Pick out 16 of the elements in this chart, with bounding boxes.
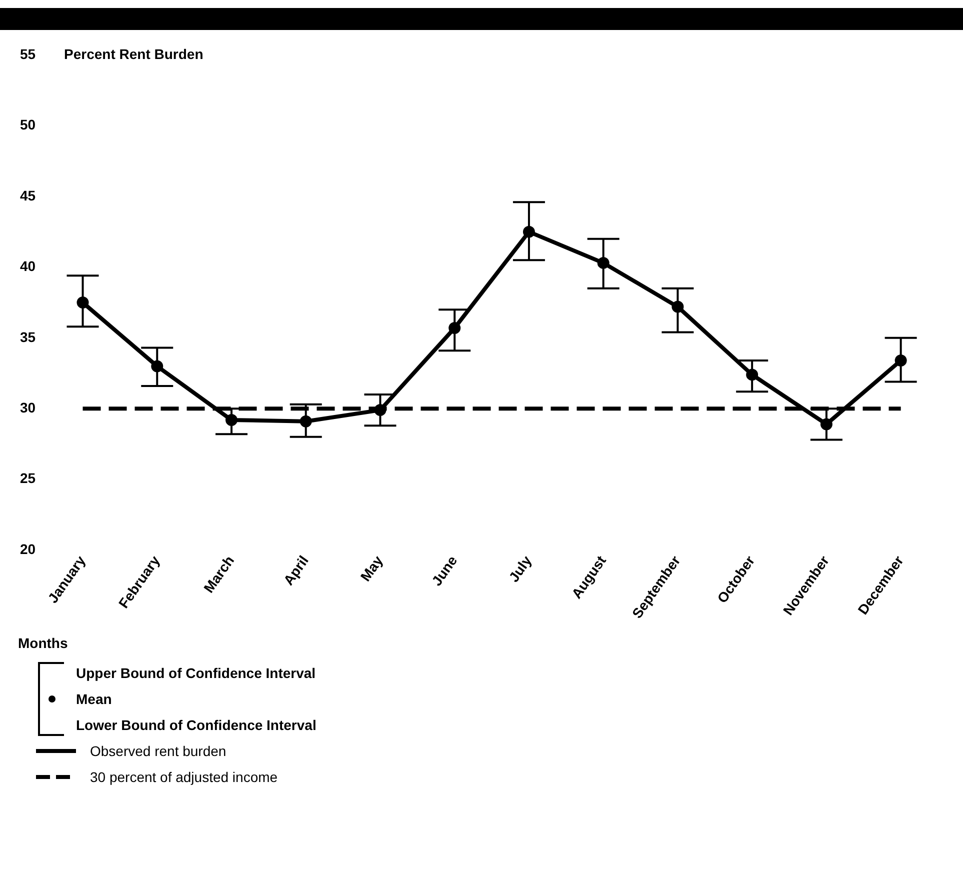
y-axis-title: Percent Rent Burden (64, 46, 204, 62)
y-tick-label: 30 (20, 399, 36, 416)
y-tick-label: 55 (20, 46, 36, 62)
y-tick-label: 40 (20, 258, 36, 274)
y-tick-label: 20 (20, 540, 36, 557)
y-tick-label: 35 (20, 328, 36, 345)
legend-label: Observed rent burden (90, 743, 226, 759)
text: Mean (76, 691, 112, 707)
point (522, 226, 535, 238)
text: Lower Bound of Confidence Interval (76, 717, 316, 733)
text: Upper Bound of Confidence Interval (76, 665, 316, 681)
y-tick-label: 45 (20, 187, 36, 204)
y-tick-label: 50 (20, 116, 36, 133)
y-tick-label: 25 (20, 470, 36, 486)
legend-label: 30 percent of adjusted income (90, 769, 278, 785)
x-axis-title: Months (18, 634, 68, 651)
